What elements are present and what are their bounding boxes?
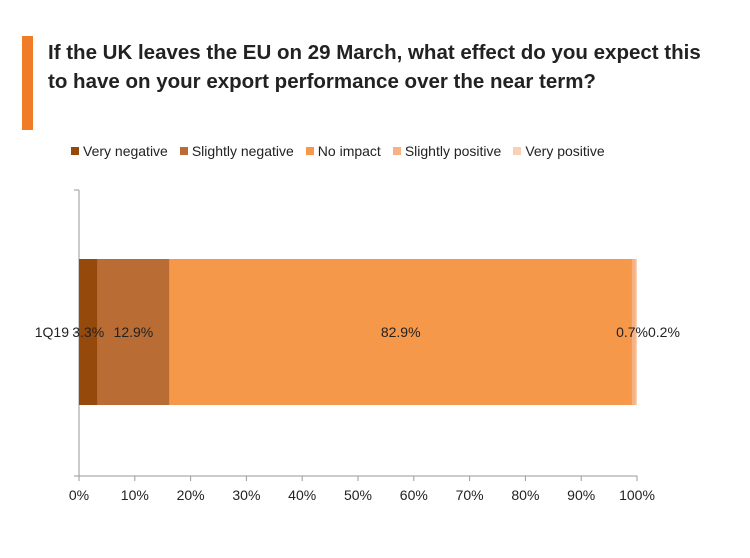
bar-segment	[169, 259, 632, 405]
legend-item: Slightly positive	[392, 143, 502, 159]
legend-label: Slightly positive	[404, 143, 502, 159]
legend-item: Very positive	[513, 143, 605, 159]
legend-label: Very negative	[83, 143, 168, 159]
x-tick-label: 60%	[400, 487, 428, 503]
x-tick-label: 50%	[344, 487, 372, 503]
bar-segment	[97, 259, 170, 405]
bar-segment	[79, 259, 98, 405]
bar-segment	[631, 259, 636, 405]
legend-swatch	[392, 147, 401, 155]
legend-label: No impact	[317, 143, 381, 159]
legend-swatch	[179, 147, 188, 155]
legend-item: Slightly negative	[179, 143, 294, 159]
data-label: 12.9%	[114, 324, 154, 340]
data-label: 3.3%	[72, 324, 104, 340]
chart-legend: Very negative Slightly negative No impact S…	[71, 142, 617, 160]
data-label: 82.9%	[381, 324, 421, 340]
legend-swatch	[513, 147, 522, 155]
x-tick-label: 80%	[511, 487, 539, 503]
data-label: 0.2%	[648, 324, 680, 340]
bar-segment	[635, 259, 637, 405]
x-tick-label: 40%	[288, 487, 316, 503]
legend-swatch	[305, 147, 314, 155]
legend-label: Very positive	[525, 143, 605, 159]
x-tick-label: 90%	[567, 487, 595, 503]
x-tick-label: 70%	[456, 487, 484, 503]
y-category-label: 1Q19	[35, 324, 69, 340]
data-label: 0.7%	[616, 324, 648, 340]
x-tick-label: 10%	[121, 487, 149, 503]
title-accent-bar	[22, 36, 33, 130]
x-tick-label: 0%	[69, 487, 89, 503]
legend-item: No impact	[305, 143, 381, 159]
legend-item: Very negative	[71, 143, 168, 159]
x-tick-label: 100%	[619, 487, 655, 503]
x-tick-label: 30%	[232, 487, 260, 503]
legend-label: Slightly negative	[191, 143, 294, 159]
chart-title: If the UK leaves the EU on 29 March, wha…	[48, 41, 701, 93]
x-tick-label: 20%	[177, 487, 205, 503]
legend-swatch	[71, 147, 79, 155]
